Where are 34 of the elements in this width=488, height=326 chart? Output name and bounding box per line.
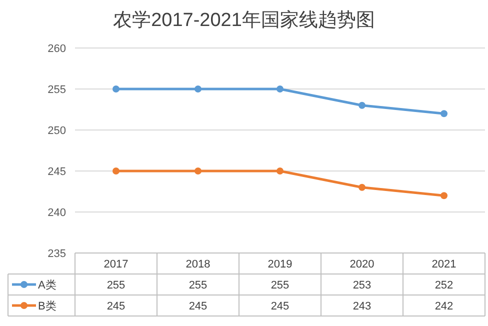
point xyxy=(440,110,448,118)
point xyxy=(112,168,120,174)
point xyxy=(194,86,202,92)
y-tick-label: 240 xyxy=(48,207,66,219)
data-label: 253 xyxy=(352,280,372,292)
y-tick-label: 260 xyxy=(48,43,66,55)
y-tick-label: 245 xyxy=(48,166,66,178)
point xyxy=(112,86,120,92)
point xyxy=(358,102,366,109)
legend-label: A类 xyxy=(38,278,56,292)
data-label: 255 xyxy=(188,280,208,292)
data-label: 243 xyxy=(352,300,372,312)
x-tick-label: 2017 xyxy=(104,258,128,270)
data-label: 245 xyxy=(270,300,290,312)
data-label: 255 xyxy=(270,280,290,292)
x-tick-label: 2018 xyxy=(186,258,210,270)
point xyxy=(440,192,448,200)
x-tick-label: 2019 xyxy=(268,258,292,270)
x-tick-label: 2021 xyxy=(432,258,456,270)
point xyxy=(276,86,284,92)
y-tick-label: 235 xyxy=(48,248,66,260)
point xyxy=(194,168,202,174)
data-label: 255 xyxy=(106,280,126,292)
legend-label: B类 xyxy=(38,300,56,312)
x-tick-label: 2020 xyxy=(350,258,374,270)
data-label: 245 xyxy=(106,300,126,312)
y-tick-label: 255 xyxy=(48,84,66,96)
y-tick-label: 250 xyxy=(48,125,66,137)
point xyxy=(358,184,366,191)
data-label: 242 xyxy=(434,300,454,312)
point xyxy=(276,168,284,174)
chart-title: 农学2017-2021年国家线趋势图 xyxy=(113,9,375,31)
data-label: 245 xyxy=(188,300,208,312)
data-label: 252 xyxy=(434,280,454,292)
